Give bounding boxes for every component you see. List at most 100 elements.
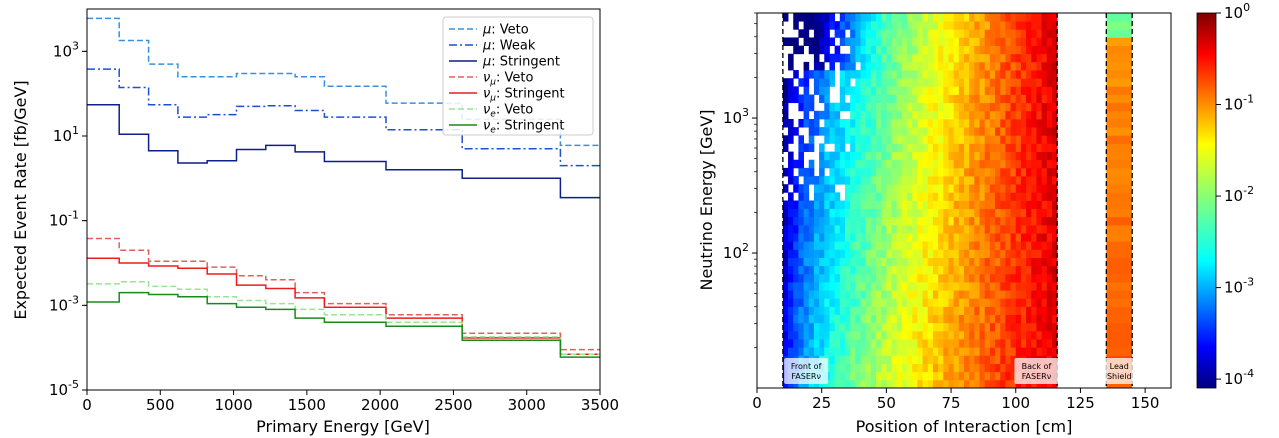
heatmap-cell [953,70,960,79]
heatmap-cell [850,216,856,226]
heatmap-cell [886,257,892,267]
heatmap-cell [922,192,929,201]
heatmap-cell [860,143,867,152]
heatmap-cell [907,265,913,275]
heatmap-cell [798,322,804,332]
heatmap-cell [901,224,908,234]
heatmap-cell [917,290,923,299]
heatmap-cell [922,118,929,128]
heatmap-cell [855,94,861,104]
heatmap-cell [964,314,970,324]
heatmap-cell [1031,282,1037,291]
heatmap-cell [948,339,955,348]
y-tick-label: 101 [53,124,79,145]
heatmap-cell [876,314,882,324]
heatmap-cell [803,298,810,307]
heatmap-cell [964,282,970,291]
right-x-ticks: 0 25 50 75 100 125 150 [752,388,1159,412]
heatmap-cell [824,45,830,55]
heatmap-cell [834,257,841,267]
heatmap-cell [922,102,929,112]
heatmap-cell [1026,151,1032,161]
heatmap-cell [844,322,851,332]
heatmap-cell [917,184,923,193]
heatmap-cell [907,322,913,332]
x-tick-label: 1000 [214,396,252,414]
heatmap-cell [870,371,877,381]
heatmap-cell [834,273,841,283]
heatmap-cell [969,176,975,185]
heatmap-cell [917,167,923,177]
heatmap-cell [870,249,877,258]
heatmap-cell [896,265,903,275]
heatmap-cell [891,249,898,258]
heatmap-cell [876,151,882,161]
heatmap-cell [865,110,872,120]
right-plot-frame [756,12,1172,389]
heatmap-cell [979,37,986,47]
heatmap-cell [896,21,903,30]
heatmap-cell [1041,21,1048,30]
heatmap-cell [1015,151,1022,161]
heatmap-cell [995,86,1001,95]
heatmap-cell [917,257,923,267]
heatmap-cell [855,143,861,152]
heatmap-cell [979,176,986,185]
shield-cell [1106,127,1133,136]
heatmap-cell [912,167,918,177]
heatmap-cell [979,167,986,177]
heatmap-cell [969,53,975,63]
heatmap-cell [891,151,898,161]
heatmap-cell [1015,102,1022,112]
heatmap-cell [995,61,1001,71]
heatmap-cell [798,143,804,152]
heatmap-cell [813,265,820,275]
heatmap-cell [1031,110,1037,120]
colorbar-gradient [1196,12,1217,389]
heatmap-cell [1000,45,1006,55]
heatmap-cell [839,314,846,324]
heatmap-cell [850,241,856,250]
heatmap-cell [896,363,903,373]
heatmap-cell [922,306,929,316]
heatmap-cell [984,94,991,104]
heatmap-cell [850,135,856,144]
heatmap-cell [1031,78,1037,87]
heatmap-cell [1026,110,1032,120]
heatmap-cell [943,355,949,364]
heatmap-cell [788,241,794,250]
heatmap-cell [943,127,949,136]
heatmap-cell [943,61,949,71]
heatmap-cell [969,224,975,234]
heatmap-cell [865,102,872,112]
heatmap-cell [798,290,804,299]
heatmap-cell [953,208,960,218]
heatmap-cell [870,110,877,120]
heatmap-cell [819,110,825,120]
heatmap-cell [891,224,898,234]
heatmap-cell [995,371,1001,381]
heatmap-cell [829,273,836,283]
heatmap-cell [839,330,846,340]
heatmap-cell [917,306,923,316]
heatmap-cell [829,13,836,22]
heatmap-cell [834,127,841,136]
heatmap-cell [953,241,960,250]
heatmap-cell [881,379,887,389]
heatmap-cell [855,290,861,299]
heatmap-cell [901,37,908,47]
heatmap-cell [844,298,851,307]
heatmap-cell [798,339,804,348]
heatmap-cell [819,192,825,201]
heatmap-cell [922,257,929,267]
heatmap-cell [1020,176,1027,185]
heatmap-cell [927,21,934,30]
heatmap-cell [969,265,975,275]
heatmap-cell [964,330,970,340]
heatmap-cell [1010,53,1017,63]
heatmap-cell [979,200,986,210]
heatmap-cell [865,322,872,332]
shield-cell [1106,78,1133,87]
heatmap-cell [969,45,975,55]
heatmap-cell [974,347,980,356]
